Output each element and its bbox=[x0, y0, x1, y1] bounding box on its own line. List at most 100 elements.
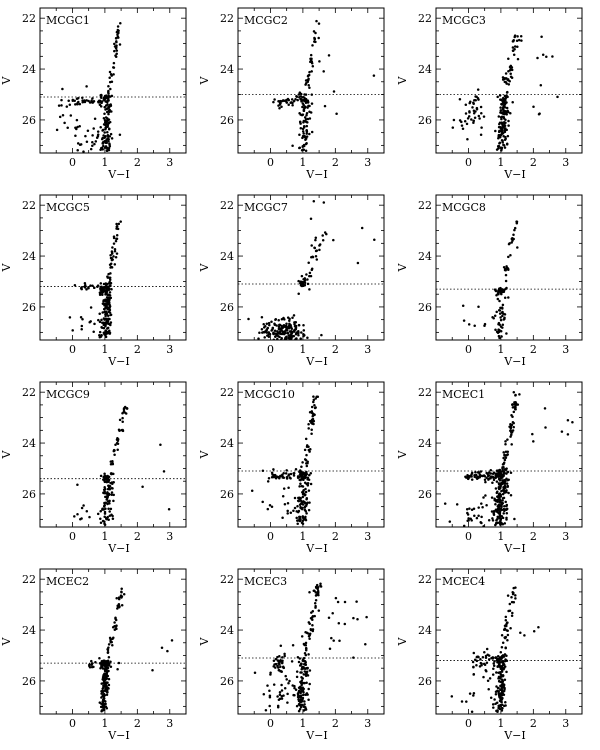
data-point bbox=[500, 306, 504, 309]
data-point bbox=[115, 237, 119, 241]
data-point bbox=[483, 663, 487, 666]
data-point bbox=[304, 149, 308, 152]
data-point bbox=[305, 670, 309, 674]
data-point bbox=[280, 332, 284, 336]
data-point bbox=[102, 706, 106, 709]
data-point bbox=[271, 328, 274, 331]
data-point bbox=[96, 284, 100, 287]
data-point bbox=[274, 662, 277, 666]
data-point bbox=[104, 661, 107, 665]
data-point bbox=[503, 453, 506, 457]
data-point bbox=[85, 140, 89, 143]
data-point bbox=[499, 133, 503, 137]
data-point bbox=[501, 480, 505, 484]
x-axis-label: V−I bbox=[107, 355, 130, 368]
data-point bbox=[295, 675, 299, 679]
data-point bbox=[85, 99, 88, 102]
data-point bbox=[102, 323, 105, 327]
data-point bbox=[300, 700, 303, 704]
data-point bbox=[102, 307, 106, 311]
data-point bbox=[307, 78, 310, 82]
data-point bbox=[504, 118, 507, 121]
data-point bbox=[301, 145, 304, 148]
x-tick-label: 0 bbox=[267, 156, 274, 169]
data-point bbox=[89, 284, 92, 287]
data-point bbox=[309, 217, 313, 220]
data-point bbox=[92, 127, 95, 130]
data-point bbox=[493, 497, 496, 500]
data-point bbox=[312, 400, 315, 404]
data-point bbox=[277, 100, 280, 103]
data-point bbox=[100, 660, 104, 664]
data-point bbox=[106, 99, 109, 103]
data-point bbox=[105, 319, 109, 322]
data-point bbox=[503, 130, 507, 134]
data-point bbox=[497, 308, 501, 312]
data-point bbox=[65, 105, 69, 108]
data-point bbox=[496, 665, 499, 668]
data-point bbox=[76, 96, 80, 100]
data-point bbox=[482, 474, 485, 477]
data-point bbox=[287, 474, 290, 477]
y-tick-label: 22 bbox=[22, 386, 36, 399]
x-axis-label: V−I bbox=[107, 729, 130, 742]
data-point bbox=[306, 460, 309, 464]
data-point bbox=[310, 61, 314, 65]
data-point bbox=[504, 442, 507, 446]
data-point bbox=[108, 76, 111, 79]
data-point bbox=[503, 313, 507, 316]
data-point bbox=[108, 311, 112, 314]
data-point bbox=[464, 103, 468, 107]
data-point bbox=[280, 661, 284, 665]
data-point bbox=[78, 125, 81, 128]
data-point bbox=[505, 518, 508, 521]
data-point bbox=[113, 247, 117, 251]
data-point bbox=[514, 406, 517, 409]
data-point bbox=[91, 97, 94, 100]
data-point bbox=[281, 656, 284, 659]
x-tick-label: 2 bbox=[134, 717, 141, 730]
y-axis-label: V bbox=[396, 449, 409, 459]
data-point bbox=[104, 689, 107, 693]
data-point bbox=[305, 512, 308, 515]
data-point bbox=[490, 510, 494, 513]
data-point bbox=[496, 504, 500, 508]
data-point bbox=[110, 137, 114, 140]
data-point bbox=[295, 95, 299, 98]
data-point bbox=[106, 648, 109, 651]
data-point bbox=[330, 636, 333, 640]
data-point bbox=[338, 639, 341, 642]
data-point bbox=[302, 662, 306, 666]
data-point bbox=[485, 661, 489, 664]
data-point bbox=[304, 518, 308, 522]
x-tick-label: 2 bbox=[332, 343, 339, 356]
data-point bbox=[475, 664, 478, 667]
data-point bbox=[107, 118, 111, 121]
data-point bbox=[316, 395, 320, 399]
data-point bbox=[107, 480, 110, 484]
data-point bbox=[102, 117, 106, 120]
data-point bbox=[514, 594, 517, 597]
data-point bbox=[300, 703, 304, 707]
data-point bbox=[472, 673, 476, 676]
data-point bbox=[308, 622, 311, 625]
x-tick-label: 1 bbox=[101, 717, 108, 730]
data-point bbox=[290, 101, 293, 104]
data-point bbox=[113, 621, 116, 624]
x-tick-label: 1 bbox=[101, 343, 108, 356]
data-point bbox=[304, 97, 308, 101]
data-point bbox=[510, 614, 514, 618]
data-point bbox=[106, 130, 109, 134]
data-point bbox=[98, 312, 101, 315]
data-point bbox=[492, 478, 496, 482]
data-point bbox=[506, 638, 509, 642]
data-point bbox=[509, 111, 512, 115]
data-point bbox=[118, 418, 122, 422]
x-tick-label: 3 bbox=[166, 343, 173, 356]
data-point bbox=[313, 406, 317, 410]
data-point bbox=[280, 318, 284, 321]
data-point bbox=[501, 674, 505, 678]
data-point bbox=[115, 438, 119, 441]
data-point bbox=[309, 53, 313, 57]
plot-frame bbox=[435, 568, 583, 715]
